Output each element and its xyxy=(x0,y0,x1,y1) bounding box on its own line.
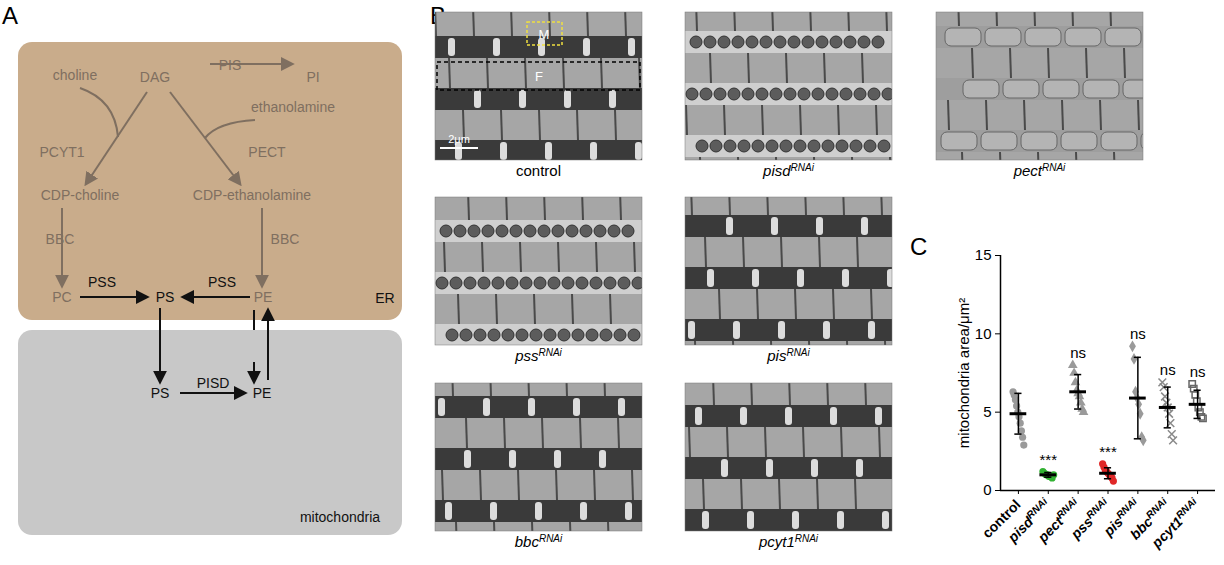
svg-text:PE: PE xyxy=(254,289,273,305)
svg-text:PISD: PISD xyxy=(197,375,230,391)
svg-text:ns: ns xyxy=(1070,344,1086,361)
svg-text:CDP-ethanolamine: CDP-ethanolamine xyxy=(193,187,311,203)
svg-text:PSS: PSS xyxy=(208,274,236,290)
svg-text:PE: PE xyxy=(253,385,272,401)
svg-text:BBC: BBC xyxy=(271,231,300,247)
svg-text:bbcRNAi: bbcRNAi xyxy=(515,533,563,551)
svg-text:PC: PC xyxy=(52,289,71,305)
svg-text:PI: PI xyxy=(306,69,319,85)
svg-text:choline: choline xyxy=(53,67,98,83)
svg-text:pectRNAi: pectRNAi xyxy=(1013,162,1066,180)
svg-text:ns: ns xyxy=(1130,325,1146,342)
svg-text:15: 15 xyxy=(975,246,992,263)
svg-text:pssRNAi: pssRNAi xyxy=(1066,495,1114,543)
svg-text:PS: PS xyxy=(151,385,170,401)
svg-text:control: control xyxy=(516,162,561,179)
svg-text:pcyt1RNAi: pcyt1RNAi xyxy=(758,533,819,551)
svg-text:10: 10 xyxy=(975,325,992,342)
svg-text:ns: ns xyxy=(1190,363,1206,380)
svg-text:ethanolamine: ethanolamine xyxy=(251,99,335,115)
svg-text:pisdRNAi: pisdRNAi xyxy=(762,162,815,180)
svg-text:pcyt1RNAi: pcyt1RNAi xyxy=(1147,495,1203,551)
svg-text:mitochondria: mitochondria xyxy=(300,509,380,525)
svg-text:M: M xyxy=(539,27,550,42)
svg-text:pssRNAi: pssRNAi xyxy=(514,347,562,365)
svg-text:C: C xyxy=(910,233,927,260)
svg-text:2μm: 2μm xyxy=(448,133,470,145)
svg-text:DAG: DAG xyxy=(140,69,170,85)
svg-text:PCYT1: PCYT1 xyxy=(39,144,84,160)
svg-text:PSS: PSS xyxy=(88,274,116,290)
svg-text:CDP-choline: CDP-choline xyxy=(41,187,120,203)
svg-text:pisRNAi: pisRNAi xyxy=(766,347,810,365)
svg-text:***: *** xyxy=(1040,451,1058,468)
svg-text:A: A xyxy=(2,2,18,29)
svg-text:***: *** xyxy=(1099,443,1117,460)
svg-text:BBC: BBC xyxy=(46,231,75,247)
svg-text:ns: ns xyxy=(1160,361,1176,378)
svg-text:5: 5 xyxy=(983,403,991,420)
svg-text:PS: PS xyxy=(156,289,175,305)
svg-text:mitochondria area/μm²: mitochondria area/μm² xyxy=(955,298,972,448)
svg-text:0: 0 xyxy=(983,481,991,498)
svg-text:ER: ER xyxy=(375,290,394,306)
svg-text:PECT: PECT xyxy=(248,144,286,160)
svg-text:F: F xyxy=(535,69,543,84)
